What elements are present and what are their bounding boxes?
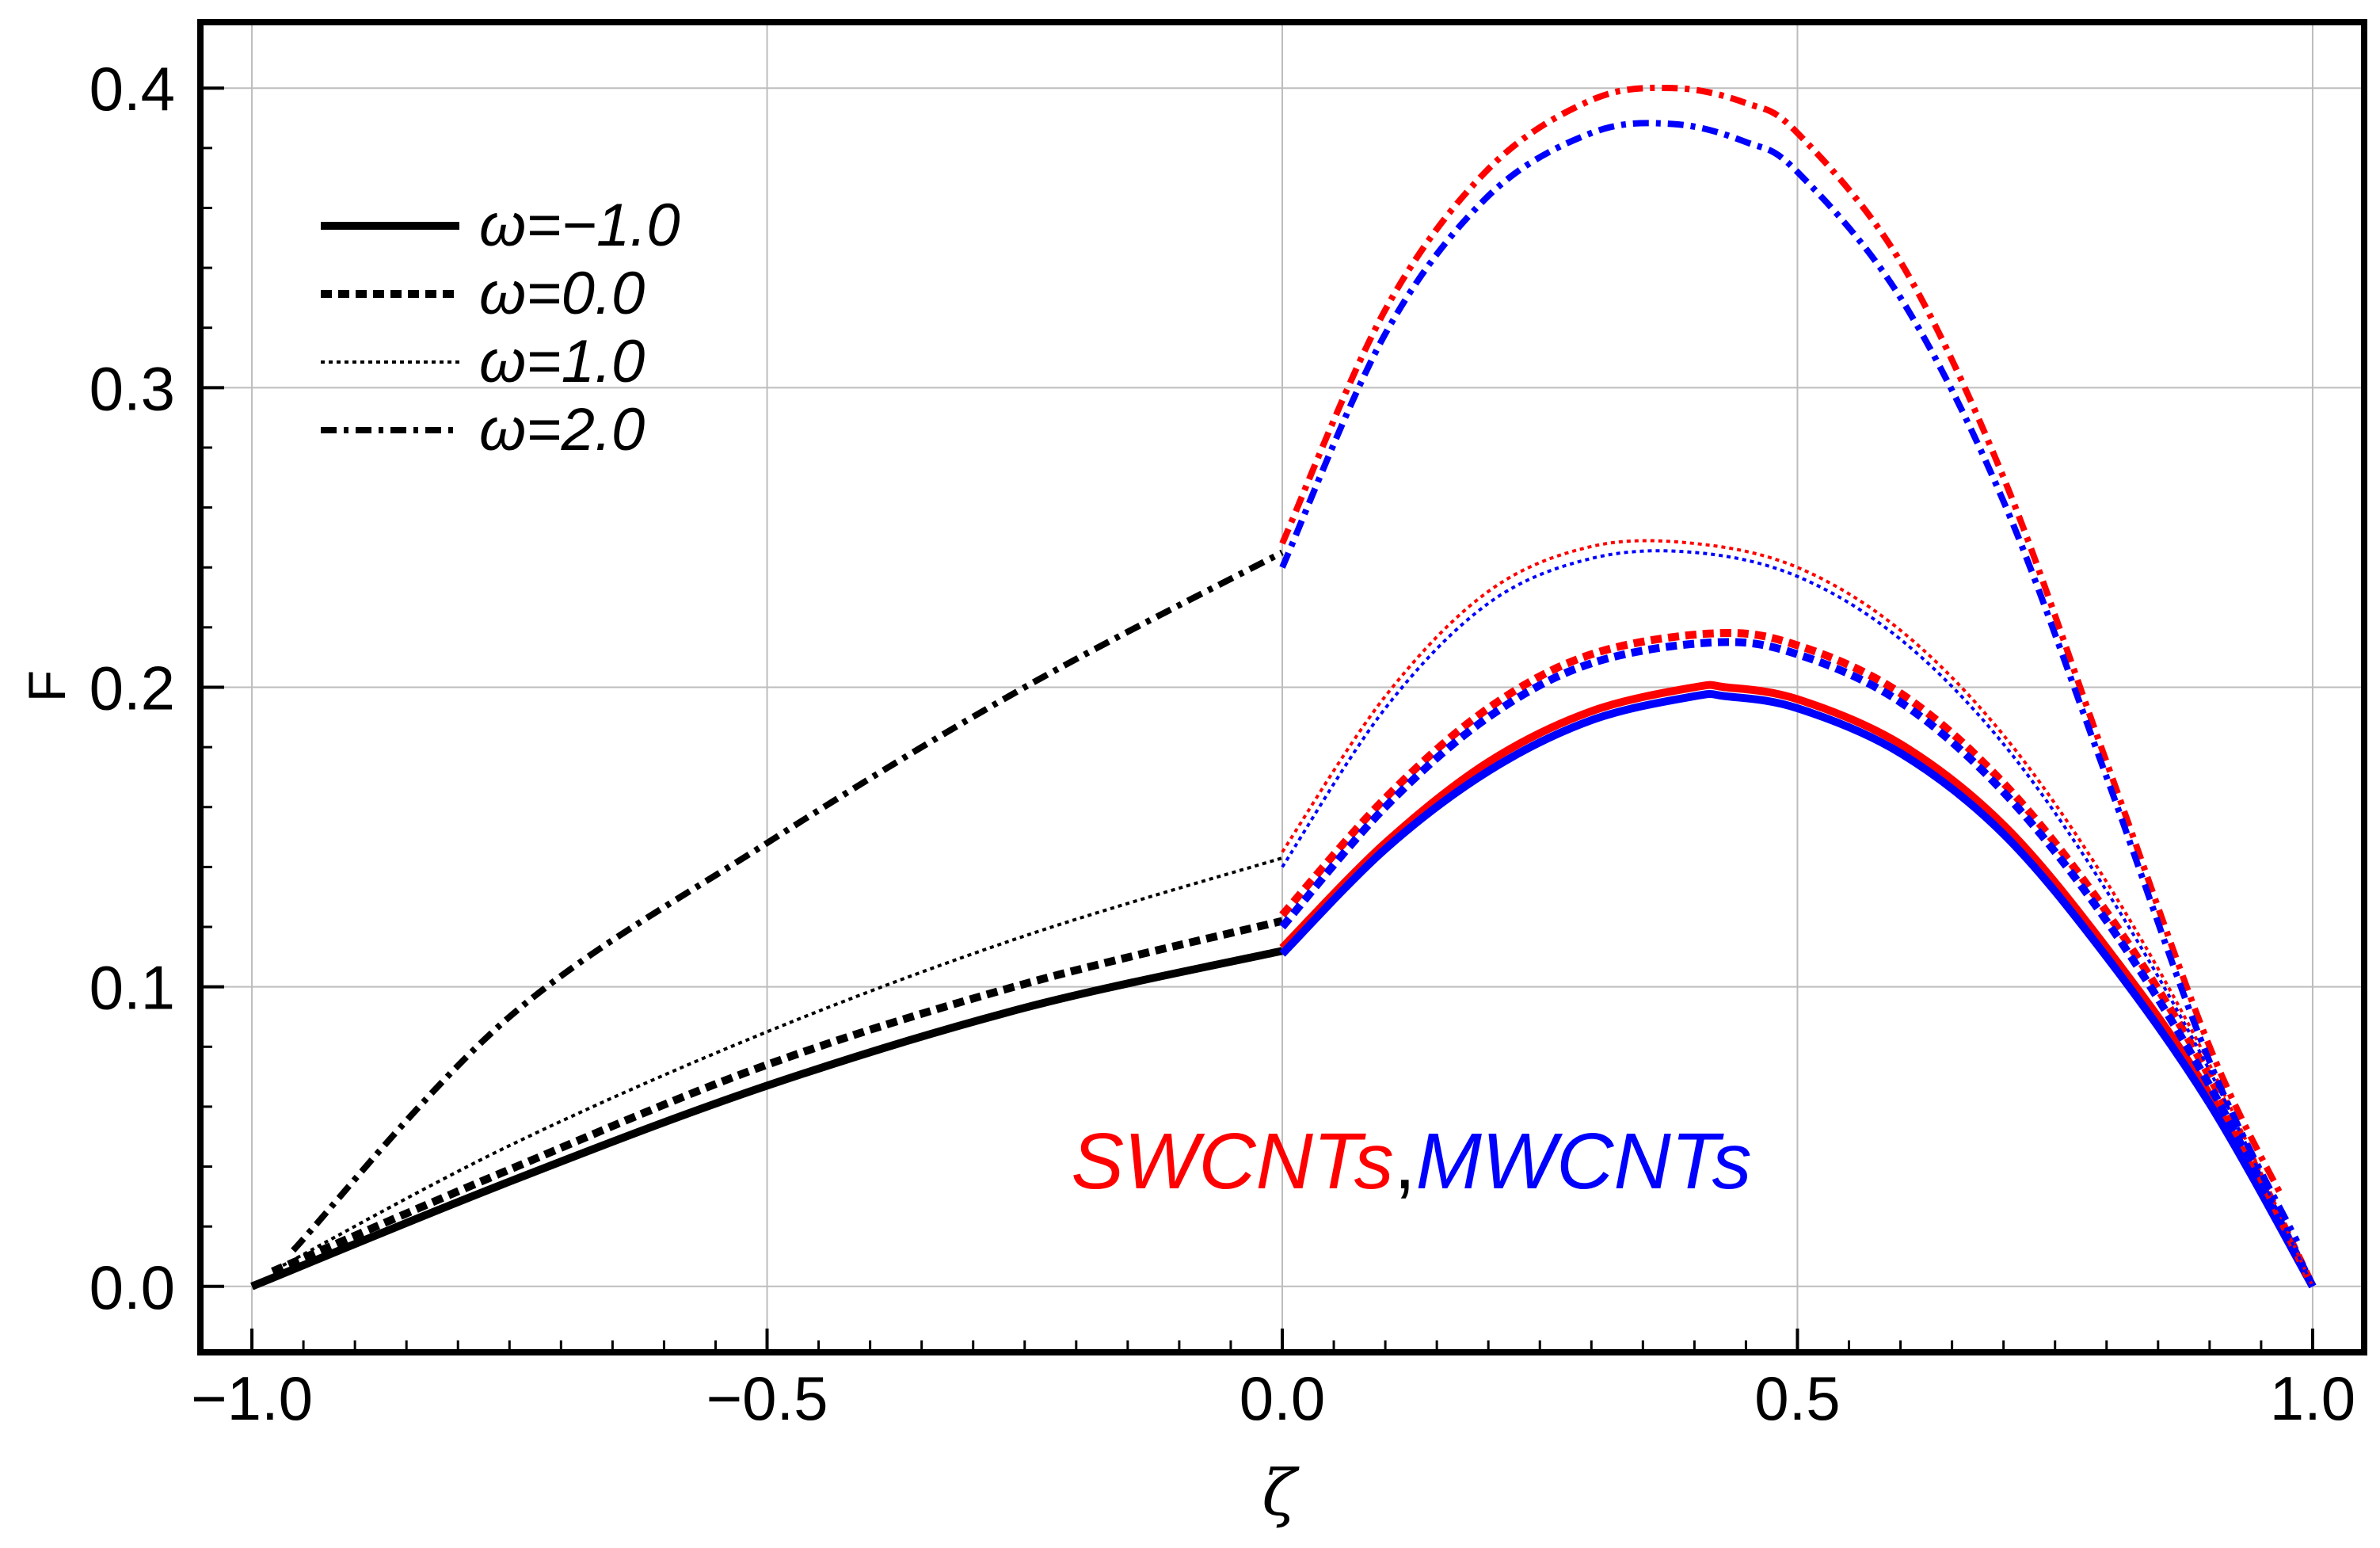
series-line--0.0-swcnts [1279, 629, 2317, 1289]
y-axis-label: F [17, 670, 76, 702]
legend-label-dashdot: ω=2.0 [479, 396, 645, 463]
y-tick-label: 0.2 [89, 654, 175, 723]
series-line--1.0-swcnts [1279, 681, 2317, 1289]
legend: ω=−1.0ω=0.0ω=1.0ω=2.0 [321, 192, 680, 463]
legend-label-solid: ω=−1.0 [479, 192, 680, 259]
series-line--1.0-mwcnts [1279, 689, 2317, 1289]
legend-label-dashed: ω=0.0 [479, 260, 645, 327]
y-tick-label: 0.1 [89, 953, 175, 1023]
x-tick-label: 0.5 [1754, 1363, 1840, 1433]
series-line--1.0-swcnts [1281, 539, 2314, 1287]
axis-ticks [200, 86, 2314, 1352]
x-tick-label: 0.0 [1240, 1363, 1325, 1433]
series-line--0.0-left [271, 917, 1284, 1275]
annotation-separator: , [1394, 1117, 1416, 1206]
legend-label-dotted: ω=1.0 [479, 328, 645, 395]
x-axis-label: ζ [1262, 1456, 1300, 1530]
y-tick-label: 0.4 [89, 54, 175, 124]
series-line--0.0-mwcnts [1279, 638, 2317, 1289]
x-tick-label: −1.0 [191, 1363, 313, 1433]
annotation-mwcnts: MWCNTs [1416, 1117, 1752, 1206]
series-group [250, 84, 2317, 1291]
x-tick-label: −0.5 [706, 1363, 828, 1433]
y-tick-label: 0.0 [89, 1253, 175, 1322]
series-line--2.0-mwcnts [1279, 120, 2300, 1243]
series-line--2.0-left [291, 549, 1284, 1253]
series-line--2.0-swcnts [1279, 84, 2285, 1199]
x-tick-label: 1.0 [2270, 1363, 2355, 1433]
series-line--1.0-left [250, 947, 1284, 1291]
y-tick-label: 0.3 [89, 353, 175, 423]
annotation-swcnts: SWCNTs [1071, 1117, 1393, 1206]
annotation: SWCNTs,MWCNTs [1071, 1117, 1751, 1206]
grid-lines [200, 22, 2364, 1352]
tick-labels: −1.0 −0.5 0.0 0.5 1.0 0.0 0.1 0.2 0.3 0.4 [89, 54, 2356, 1433]
